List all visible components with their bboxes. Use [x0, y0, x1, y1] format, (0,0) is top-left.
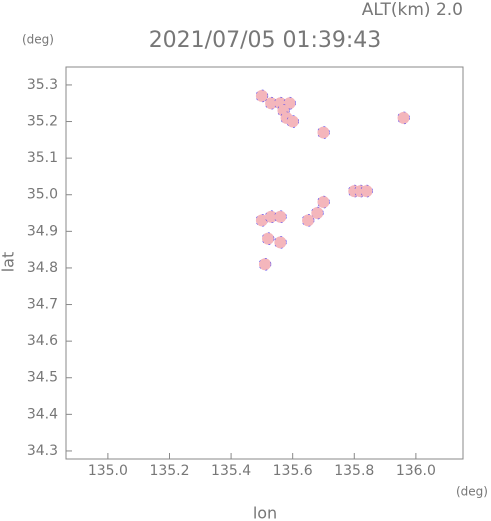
echo-cell — [274, 236, 287, 249]
echo-cell — [317, 126, 330, 139]
chart-title: 2021/07/05 01:39:43 — [149, 28, 382, 53]
y-tick-label: 35.2 — [27, 114, 58, 130]
y-tick-label: 34.9 — [27, 223, 58, 239]
x-tick-label: 135.8 — [334, 463, 374, 479]
y-tick-label: 34.6 — [27, 333, 58, 349]
y-tick-label: 34.5 — [27, 370, 58, 386]
x-tick-label: 136.0 — [396, 463, 436, 479]
echo-cell — [274, 210, 287, 223]
echo-cell — [258, 257, 272, 271]
y-unit: (deg) — [22, 33, 54, 47]
subtitle: ALT(km) 2.0 — [362, 0, 463, 20]
x-tick-label: 135.6 — [273, 463, 313, 479]
y-tick-label: 34.8 — [27, 260, 58, 276]
echo-cell — [360, 184, 373, 198]
echo-cell — [255, 89, 269, 103]
echo-cell — [261, 232, 275, 245]
plot-frame — [65, 66, 464, 460]
y-tick-label: 34.7 — [27, 297, 58, 313]
x-axis-label: lon — [253, 504, 277, 521]
x-unit: (deg) — [456, 485, 488, 499]
x-tick-label: 135.4 — [211, 463, 251, 479]
x-tick-label: 135.2 — [149, 463, 189, 479]
echo-cell — [397, 111, 410, 125]
x-tick-label: 135.0 — [88, 463, 128, 479]
echo-cell — [301, 214, 315, 227]
echo-cell — [317, 195, 330, 209]
y-tick-label: 35.0 — [27, 187, 58, 203]
y-tick-label: 34.4 — [27, 406, 58, 422]
y-tick-label: 34.3 — [27, 443, 58, 459]
echo-cell — [286, 115, 299, 128]
echo-cell — [311, 206, 324, 220]
y-tick-label: 35.3 — [27, 77, 58, 93]
y-tick-label: 35.1 — [27, 150, 58, 166]
y-axis-label: lat — [0, 252, 18, 273]
